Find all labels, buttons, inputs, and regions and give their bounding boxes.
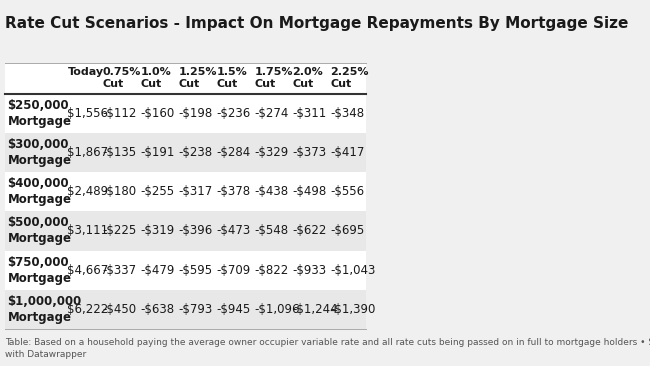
Text: -$1,390: -$1,390 xyxy=(331,303,376,316)
Text: -$225: -$225 xyxy=(103,224,136,238)
Text: -$191: -$191 xyxy=(140,146,175,159)
Text: $1,556: $1,556 xyxy=(68,107,109,120)
Text: -$473: -$473 xyxy=(216,224,251,238)
Text: -$417: -$417 xyxy=(331,146,365,159)
Text: -$933: -$933 xyxy=(292,264,327,277)
Text: Rate Cut Scenarios - Impact On Mortgage Repayments By Mortgage Size: Rate Cut Scenarios - Impact On Mortgage … xyxy=(5,16,629,31)
Bar xyxy=(5,172,365,212)
Bar xyxy=(5,94,365,133)
Text: -$1,043: -$1,043 xyxy=(331,264,376,277)
Text: -$180: -$180 xyxy=(103,185,136,198)
Text: 1.75%
Cut: 1.75% Cut xyxy=(255,67,293,89)
Text: -$479: -$479 xyxy=(140,264,175,277)
Text: -$695: -$695 xyxy=(331,224,365,238)
Text: $3,111: $3,111 xyxy=(68,224,109,238)
Text: 1.0%
Cut: 1.0% Cut xyxy=(140,67,171,89)
Text: -$337: -$337 xyxy=(103,264,136,277)
Text: 0.75%
Cut: 0.75% Cut xyxy=(103,67,141,89)
Text: 1.5%
Cut: 1.5% Cut xyxy=(216,67,247,89)
Text: Table: Based on a household paying the average owner occupier variable rate and : Table: Based on a household paying the a… xyxy=(5,338,650,359)
Text: -$238: -$238 xyxy=(179,146,213,159)
Text: -$373: -$373 xyxy=(292,146,327,159)
Text: -$112: -$112 xyxy=(103,107,137,120)
Text: -$1,244: -$1,244 xyxy=(292,303,338,316)
Text: -$329: -$329 xyxy=(255,146,289,159)
Text: -$945: -$945 xyxy=(216,303,251,316)
Bar xyxy=(5,251,365,290)
Text: $400,000
Mortgage: $400,000 Mortgage xyxy=(7,177,72,206)
Text: -$160: -$160 xyxy=(140,107,175,120)
Text: -$450: -$450 xyxy=(103,303,136,316)
Text: $500,000
Mortgage: $500,000 Mortgage xyxy=(7,216,72,246)
Text: -$274: -$274 xyxy=(255,107,289,120)
Text: -$317: -$317 xyxy=(179,185,213,198)
Text: -$595: -$595 xyxy=(179,264,213,277)
Text: $250,000
Mortgage: $250,000 Mortgage xyxy=(7,99,72,128)
Text: -$709: -$709 xyxy=(216,264,251,277)
Text: $6,222: $6,222 xyxy=(68,303,109,316)
Text: -$438: -$438 xyxy=(255,185,289,198)
Text: -$556: -$556 xyxy=(331,185,365,198)
Bar xyxy=(5,133,365,172)
Bar xyxy=(5,63,365,94)
Text: $300,000
Mortgage: $300,000 Mortgage xyxy=(7,138,72,167)
Text: -$284: -$284 xyxy=(216,146,251,159)
Text: $2,489: $2,489 xyxy=(68,185,109,198)
Text: -$198: -$198 xyxy=(179,107,213,120)
Text: -$498: -$498 xyxy=(292,185,327,198)
Text: -$319: -$319 xyxy=(140,224,175,238)
Text: 2.25%
Cut: 2.25% Cut xyxy=(331,67,369,89)
Text: -$548: -$548 xyxy=(255,224,289,238)
Bar xyxy=(5,290,365,329)
Text: -$378: -$378 xyxy=(216,185,251,198)
Text: -$793: -$793 xyxy=(179,303,213,316)
Text: -$348: -$348 xyxy=(331,107,365,120)
Text: 1.25%
Cut: 1.25% Cut xyxy=(179,67,217,89)
Text: -$638: -$638 xyxy=(140,303,175,316)
Text: -$311: -$311 xyxy=(292,107,327,120)
Text: -$396: -$396 xyxy=(179,224,213,238)
Bar xyxy=(5,212,365,251)
Text: -$822: -$822 xyxy=(255,264,289,277)
Text: $1,000,000
Mortgage: $1,000,000 Mortgage xyxy=(7,295,82,324)
Text: -$1,096: -$1,096 xyxy=(255,303,300,316)
Text: -$255: -$255 xyxy=(140,185,175,198)
Text: 2.0%
Cut: 2.0% Cut xyxy=(292,67,323,89)
Text: $750,000
Mortgage: $750,000 Mortgage xyxy=(7,256,72,285)
Text: -$236: -$236 xyxy=(216,107,251,120)
Text: Today: Today xyxy=(68,67,103,77)
Text: -$135: -$135 xyxy=(103,146,136,159)
Text: $1,867: $1,867 xyxy=(68,146,109,159)
Text: -$622: -$622 xyxy=(292,224,327,238)
Text: $4,667: $4,667 xyxy=(68,264,109,277)
